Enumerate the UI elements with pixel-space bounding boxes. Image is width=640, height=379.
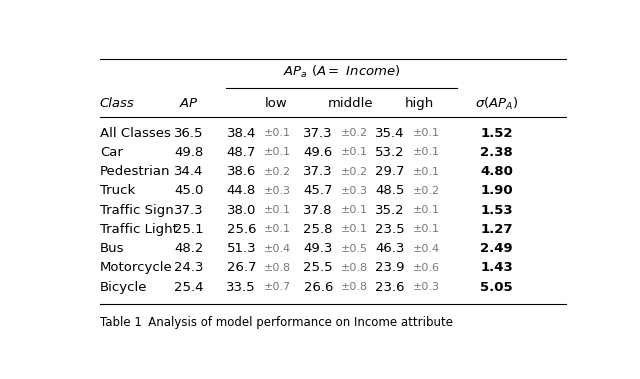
Text: Car: Car <box>100 146 123 159</box>
Text: Traffic Light: Traffic Light <box>100 223 178 236</box>
Text: ±0.4: ±0.4 <box>412 244 440 254</box>
Text: ±0.3: ±0.3 <box>340 186 367 196</box>
Text: ±0.2: ±0.2 <box>340 166 367 177</box>
Text: 23.9: 23.9 <box>376 262 405 274</box>
Text: 1.53: 1.53 <box>481 204 513 216</box>
Text: 44.8: 44.8 <box>227 184 256 197</box>
Text: Motorcycle: Motorcycle <box>100 262 173 274</box>
Text: ±0.2: ±0.2 <box>340 128 367 138</box>
Text: 38.6: 38.6 <box>227 165 256 178</box>
Text: 45.7: 45.7 <box>303 184 333 197</box>
Text: 33.5: 33.5 <box>227 280 256 294</box>
Text: Pedestrian: Pedestrian <box>100 165 170 178</box>
Text: ±0.2: ±0.2 <box>412 186 440 196</box>
Text: 48.7: 48.7 <box>227 146 256 159</box>
Text: ±0.1: ±0.1 <box>340 224 367 234</box>
Text: 26.7: 26.7 <box>227 262 256 274</box>
Text: $AP$: $AP$ <box>179 97 199 110</box>
Text: ±0.2: ±0.2 <box>264 166 291 177</box>
Text: 45.0: 45.0 <box>175 184 204 197</box>
Text: 1.90: 1.90 <box>481 184 513 197</box>
Text: 2.38: 2.38 <box>480 146 513 159</box>
Text: Traffic Sign: Traffic Sign <box>100 204 173 216</box>
Text: 1.27: 1.27 <box>481 223 513 236</box>
Text: 5.05: 5.05 <box>481 280 513 294</box>
Text: ±0.4: ±0.4 <box>264 244 291 254</box>
Text: high: high <box>405 97 435 110</box>
Text: 46.3: 46.3 <box>376 242 405 255</box>
Text: 1.43: 1.43 <box>480 262 513 274</box>
Text: 4.80: 4.80 <box>480 165 513 178</box>
Text: All Classes: All Classes <box>100 127 171 139</box>
Text: 25.5: 25.5 <box>303 262 333 274</box>
Text: 37.3: 37.3 <box>303 127 333 139</box>
Text: Bus: Bus <box>100 242 124 255</box>
Text: 49.6: 49.6 <box>304 146 333 159</box>
Text: 36.5: 36.5 <box>174 127 204 139</box>
Text: 38.4: 38.4 <box>227 127 256 139</box>
Text: low: low <box>264 97 287 110</box>
Text: 53.2: 53.2 <box>375 146 405 159</box>
Text: ±0.1: ±0.1 <box>412 147 439 157</box>
Text: 23.6: 23.6 <box>376 280 405 294</box>
Text: 48.2: 48.2 <box>175 242 204 255</box>
Text: ±0.1: ±0.1 <box>412 128 439 138</box>
Text: ±0.1: ±0.1 <box>264 128 291 138</box>
Text: 49.3: 49.3 <box>303 242 333 255</box>
Text: ±0.8: ±0.8 <box>340 263 367 273</box>
Text: 35.4: 35.4 <box>376 127 405 139</box>
Text: 25.8: 25.8 <box>303 223 333 236</box>
Text: ±0.1: ±0.1 <box>264 147 291 157</box>
Text: 37.8: 37.8 <box>303 204 333 216</box>
Text: 1.52: 1.52 <box>481 127 513 139</box>
Text: 37.3: 37.3 <box>174 204 204 216</box>
Text: ±0.8: ±0.8 <box>340 282 367 292</box>
Text: ±0.7: ±0.7 <box>264 282 291 292</box>
Text: 25.4: 25.4 <box>174 280 204 294</box>
Text: ±0.1: ±0.1 <box>412 205 439 215</box>
Text: middle: middle <box>328 97 373 110</box>
Text: 35.2: 35.2 <box>375 204 405 216</box>
Text: ±0.5: ±0.5 <box>340 244 367 254</box>
Text: ±0.1: ±0.1 <box>264 205 291 215</box>
Text: Bicycle: Bicycle <box>100 280 147 294</box>
Text: $AP_a\ (A =$ Income$)$: $AP_a\ (A =$ Income$)$ <box>283 64 401 80</box>
Text: 29.7: 29.7 <box>376 165 405 178</box>
Text: 34.4: 34.4 <box>175 165 204 178</box>
Text: 48.5: 48.5 <box>376 184 405 197</box>
Text: 2.49: 2.49 <box>481 242 513 255</box>
Text: Table 1: Table 1 <box>100 316 141 329</box>
Text: 26.6: 26.6 <box>303 280 333 294</box>
Text: ±0.3: ±0.3 <box>412 282 439 292</box>
Text: ±0.1: ±0.1 <box>412 224 439 234</box>
Text: $\sigma(AP_A)$: $\sigma(AP_A)$ <box>475 96 518 112</box>
Text: 24.3: 24.3 <box>174 262 204 274</box>
Text: ±0.3: ±0.3 <box>264 186 291 196</box>
Text: 23.5: 23.5 <box>375 223 405 236</box>
Text: ±0.1: ±0.1 <box>412 166 439 177</box>
Text: Class: Class <box>100 97 134 110</box>
Text: ±0.6: ±0.6 <box>412 263 439 273</box>
Text: 25.1: 25.1 <box>174 223 204 236</box>
Text: 49.8: 49.8 <box>175 146 204 159</box>
Text: Analysis of model performance on Income attribute: Analysis of model performance on Income … <box>137 316 453 329</box>
Text: 38.0: 38.0 <box>227 204 256 216</box>
Text: ±0.1: ±0.1 <box>340 147 367 157</box>
Text: 51.3: 51.3 <box>227 242 256 255</box>
Text: Truck: Truck <box>100 184 135 197</box>
Text: 25.6: 25.6 <box>227 223 256 236</box>
Text: 37.3: 37.3 <box>303 165 333 178</box>
Text: ±0.1: ±0.1 <box>264 224 291 234</box>
Text: ±0.8: ±0.8 <box>264 263 291 273</box>
Text: ±0.1: ±0.1 <box>340 205 367 215</box>
